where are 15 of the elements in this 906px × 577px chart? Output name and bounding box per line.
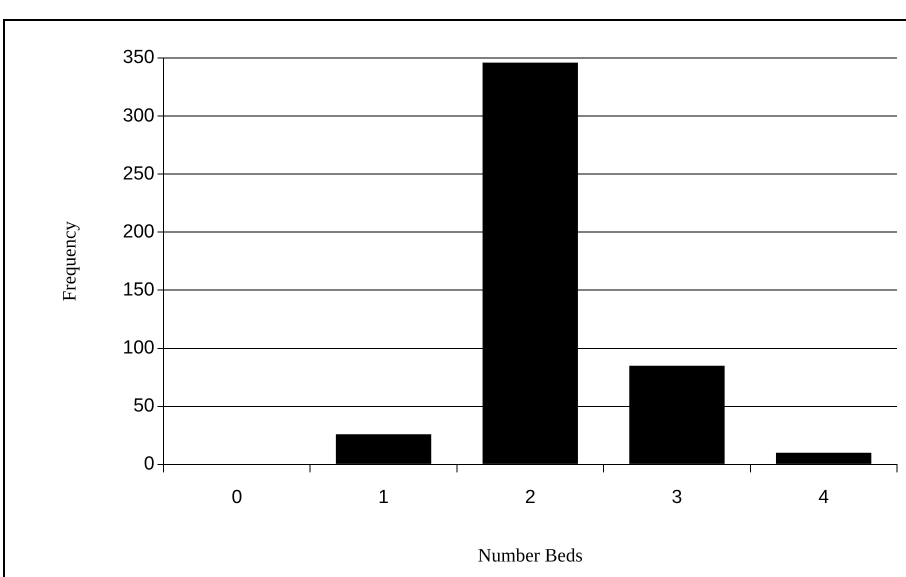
y-axis-title: Frequency [59,220,80,302]
x-axis-title: Number Beds [478,546,583,567]
y-tick-label: 0 [144,454,154,475]
x-tick-label: 4 [818,487,830,508]
y-tick-label: 250 [122,163,154,184]
x-tick-label: 1 [378,487,389,508]
x-tick-label: 3 [672,487,682,508]
y-tick-label: 300 [122,105,154,126]
y-tick-label: 200 [122,221,154,242]
x-tick-label: 2 [524,487,536,508]
y-tick-label: 350 [122,47,154,68]
y-tick-label: 100 [122,338,154,359]
y-tick-label: 50 [133,396,154,417]
y-tick-label: 150 [122,279,154,300]
x-tick-label: 0 [232,487,242,508]
